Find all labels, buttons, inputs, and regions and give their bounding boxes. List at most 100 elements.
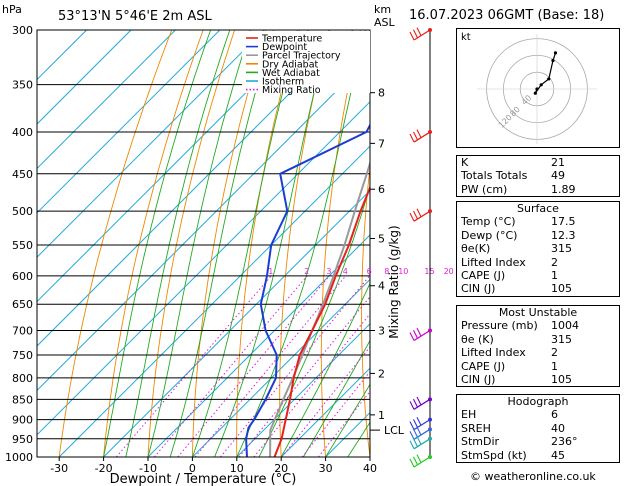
index-row-pw: PW (cm) 1.89 — [457, 183, 619, 196]
mu-value: 1004 — [551, 319, 579, 333]
isotherm-line — [37, 56, 370, 392]
surface-row: Temp (°C) 17.5 — [457, 215, 619, 228]
wind-barb — [409, 327, 432, 342]
x-tick-label: 30 — [319, 462, 333, 475]
index-label: Totals Totals — [461, 169, 528, 183]
pressure-tick-label: 450 — [12, 168, 33, 181]
dry-adiabat-line — [58, 30, 173, 457]
mu-value: 315 — [551, 332, 572, 346]
pressure-tick-label: 1000 — [5, 451, 33, 464]
mixing-ratio-label: 4 — [343, 267, 348, 276]
x-tick-label: 0 — [189, 462, 196, 475]
wind-barb-staff — [413, 438, 431, 450]
surface-label: Dewp (°C) — [461, 228, 518, 242]
credit: © weatheronline.co.uk — [470, 470, 596, 483]
wet-adiabat-line — [303, 339, 370, 457]
index-row-k: K 21 — [457, 156, 619, 169]
mixing-ratio-label: 1 — [268, 267, 273, 276]
datetime-label: 16.07.2023 06GMT (Base: 18) — [409, 8, 605, 23]
legend-entry: Parcel Trajectory — [262, 51, 341, 62]
surface-value: 2 — [551, 255, 558, 269]
hodo-label: EH — [461, 408, 477, 422]
legend-entry: Isotherm — [262, 77, 304, 88]
wind-barbs — [409, 27, 432, 468]
plot-frame — [36, 29, 371, 458]
wind-barb-staff — [413, 131, 431, 143]
wind-barb-flag — [413, 398, 418, 408]
mu-row: CIN (J) 105 — [457, 373, 619, 386]
hodograph-table: Hodograph EH 6 SREH 40 StmDir 236° StmSpd (… — [456, 394, 620, 463]
parcel-trajectory-line — [269, 160, 370, 457]
surface-row: CIN (J) 105 — [457, 282, 619, 295]
mixing-ratio-label: 2 — [304, 267, 309, 276]
hodo-label: SREH — [461, 421, 491, 435]
wind-barb-flag — [416, 454, 422, 463]
index-value: 49 — [551, 169, 565, 183]
wind-barb-flag — [416, 327, 422, 337]
pressure-unit: hPa — [2, 3, 22, 16]
pressure-tick-label: 550 — [12, 239, 33, 252]
mixing-ratio-label: 15 — [424, 267, 434, 276]
pressure-tick-label: 950 — [12, 433, 33, 446]
x-tick-label: 40 — [363, 462, 377, 475]
x-tick-label: 10 — [230, 462, 244, 475]
surface-label: θe(K) — [461, 242, 491, 256]
isotherm-line — [192, 278, 370, 457]
km-tick-label: 5 — [378, 232, 385, 245]
wind-barb-flag — [413, 131, 418, 141]
pressure-tick-label: 800 — [12, 372, 33, 385]
surface-label: Lifted Index — [461, 255, 526, 269]
pressure-tick-label: 500 — [12, 205, 33, 218]
x-tick-label: -10 — [139, 462, 157, 475]
wind-barb — [409, 454, 432, 468]
pressure-tick-label: 350 — [12, 79, 33, 92]
wind-barb-flag — [409, 458, 415, 468]
legend-entry: Temperature — [261, 34, 322, 45]
pressure-tick-label: 900 — [12, 414, 33, 427]
wind-barb-flag — [409, 401, 415, 410]
x-tick-label: -20 — [95, 462, 113, 475]
wind-barb-staff — [413, 419, 431, 431]
mixing-ratio-label: 6 — [367, 267, 372, 276]
mixing-ratio-label: 10 — [398, 267, 408, 276]
most-unstable-table: Most Unstable Pressure (mb) 1004 θe (K) 31… — [456, 305, 620, 388]
hodo-value: 236° — [551, 435, 578, 449]
wind-barb-flag — [416, 426, 422, 436]
mu-value: 105 — [551, 372, 572, 386]
km-tick-label: 4 — [378, 280, 385, 293]
wind-barb-flag — [416, 27, 422, 36]
index-row-totals: Totals Totals 49 — [457, 169, 619, 182]
hodograph-unit: kt — [461, 32, 471, 43]
mixing-ratio-line — [281, 346, 370, 457]
isotherm-line — [280, 367, 370, 457]
index-label: K — [461, 156, 469, 169]
surface-table: Surface Temp (°C) 17.5 Dewp (°C) 12.3 θe(K… — [456, 201, 620, 297]
mixing-ratio-axis-label: Mixing Ratio (g/kg) — [387, 225, 401, 338]
surface-value: 1 — [551, 268, 558, 282]
wind-barb-flag — [416, 396, 422, 406]
mixing-ratio-label: 3 — [326, 267, 331, 276]
wind-barb-flag — [409, 440, 415, 450]
wind-barb-flag — [409, 421, 415, 430]
isotherm-line — [103, 189, 370, 457]
isotherm-line — [147, 234, 370, 457]
legend-entry: Dewpoint — [262, 42, 307, 53]
wind-barb — [409, 396, 432, 410]
mu-label: θe (K) — [461, 332, 494, 346]
wind-barb-flag — [409, 133, 415, 143]
hodo-value: 6 — [551, 408, 558, 422]
hodograph-title: Hodograph — [507, 395, 569, 408]
mu-row: Lifted Index 2 — [457, 346, 619, 359]
surface-value: 105 — [551, 282, 572, 296]
wind-barb-flag — [413, 456, 418, 466]
mu-row: CAPE (J) 1 — [457, 360, 619, 373]
km-tick-label: 8 — [378, 87, 385, 100]
mu-row: Pressure (mb) 1004 — [457, 319, 619, 332]
hodograph-point — [551, 58, 555, 63]
surface-value: 17.5 — [551, 215, 576, 229]
hodo-row: EH 6 — [457, 408, 619, 421]
wind-barb-flag — [413, 419, 418, 428]
surface-row: Dewp (°C) 12.3 — [457, 229, 619, 242]
mixing-ratio-line — [177, 275, 330, 457]
